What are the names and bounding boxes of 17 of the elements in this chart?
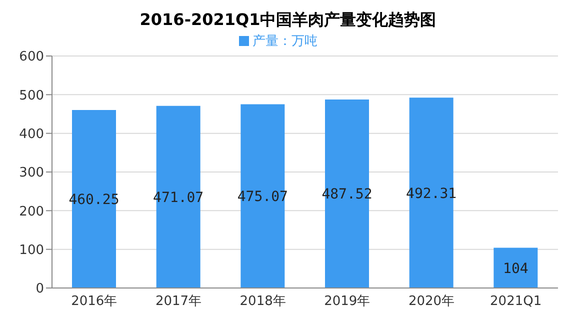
y-tick-label: 100	[19, 242, 44, 258]
bar	[494, 248, 538, 288]
x-tick-label: 2020年	[408, 294, 455, 310]
y-tick-label: 300	[19, 166, 44, 181]
data-label: 104	[503, 260, 528, 277]
y-tick-label: 200	[19, 204, 44, 220]
y-tick-label: 0	[36, 282, 44, 297]
x-tick-label: 2021Q1	[490, 294, 542, 310]
x-tick-label: 2018年	[240, 294, 286, 310]
x-tick-label: 2017年	[155, 294, 202, 310]
y-tick-label: 400	[19, 126, 44, 142]
x-tick-label: 2016年	[71, 294, 118, 310]
y-tick-label: 500	[19, 88, 44, 104]
chart-title: 2016-2021Q1中国羊肉产量变化趋势图	[138, 9, 438, 31]
y-tick-label: 600	[19, 50, 44, 65]
x-tick-label: 2019年	[324, 294, 370, 310]
legend-label: 产量：万吨	[252, 34, 318, 49]
